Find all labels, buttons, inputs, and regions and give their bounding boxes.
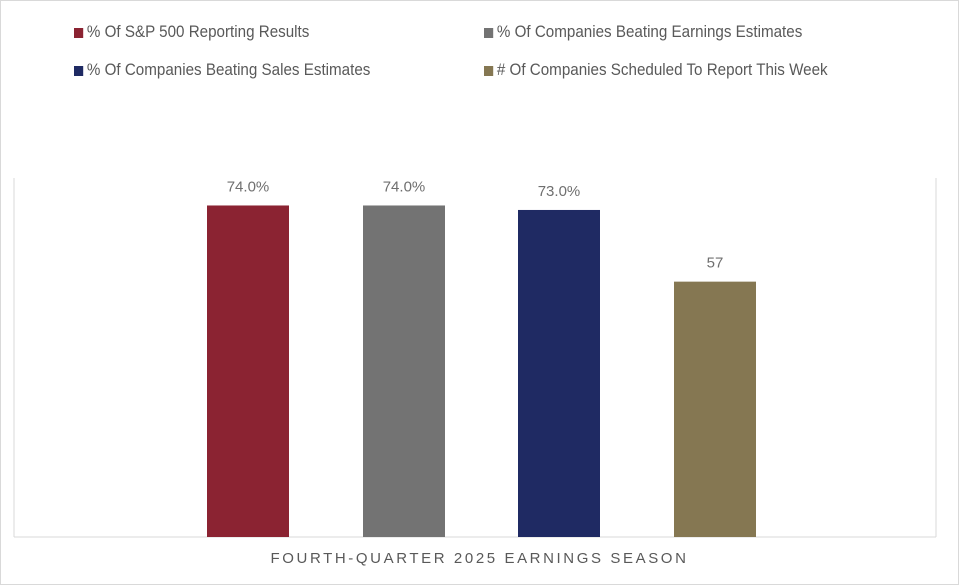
data-label: 74.0% [227, 178, 270, 195]
legend-label: % Of Companies Beating Earnings Estimate… [496, 23, 803, 41]
bar [518, 209, 600, 537]
legend-label: % Of S&P 500 Reporting Results [86, 23, 310, 41]
x-axis-title: FOURTH-QUARTER 2025 EARNINGS SEASON [270, 550, 689, 567]
legend-item: % Of S&P 500 Reporting Results [74, 23, 309, 42]
legend-item: # Of Companies Scheduled To Report This … [484, 61, 828, 80]
legend-item: % Of Companies Beating Sales Estimates [74, 61, 370, 80]
legend-label: # Of Companies Scheduled To Report This … [496, 61, 828, 79]
legend-swatch [484, 27, 494, 38]
legend-swatch [484, 65, 494, 76]
legend-item: % Of Companies Beating Earnings Estimate… [484, 23, 802, 42]
data-label: 74.0% [383, 178, 426, 195]
legend-swatch [74, 27, 84, 38]
legend-swatch [74, 65, 84, 76]
bar [207, 205, 289, 538]
bar [363, 205, 445, 538]
legend-label: % Of Companies Beating Sales Estimates [86, 61, 371, 79]
data-label: 73.0% [538, 183, 581, 200]
bar [674, 281, 756, 537]
data-label: 57 [707, 255, 724, 272]
